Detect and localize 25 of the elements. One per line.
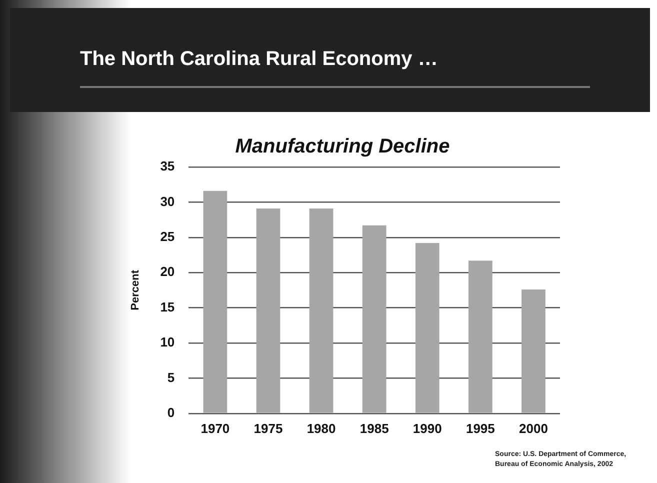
- y-axis-title: Percent: [130, 270, 142, 310]
- chart-subtitle: Manufacturing Decline: [235, 136, 450, 158]
- bar: [203, 190, 228, 413]
- bar: [256, 208, 280, 413]
- bar: [468, 260, 492, 413]
- y-tick-label: 15: [160, 299, 175, 314]
- x-tick-label: 1970: [200, 420, 230, 436]
- x-tick-label: 1985: [360, 420, 389, 436]
- y-tick-label: 10: [160, 334, 175, 350]
- y-tick-label: 5: [167, 370, 175, 385]
- bar: [522, 289, 546, 413]
- y-tick-label: 30: [160, 194, 175, 209]
- y-tick-label: 25: [160, 228, 175, 244]
- x-tick-label: 2000: [519, 420, 548, 436]
- chart-title: The North Carolina Rural Economy …: [80, 48, 438, 71]
- y-tick-label: 20: [160, 264, 175, 280]
- x-tick-label: 1980: [306, 420, 336, 436]
- y-tick-label: 35: [160, 158, 175, 174]
- x-tick-label: 1995: [466, 420, 495, 436]
- bar: [309, 208, 334, 413]
- bar: [362, 225, 386, 413]
- bar: [415, 243, 440, 413]
- x-tick-label: 1990: [412, 420, 442, 436]
- y-tick-label: 0: [167, 404, 175, 420]
- x-tick-label: 1975: [254, 420, 283, 436]
